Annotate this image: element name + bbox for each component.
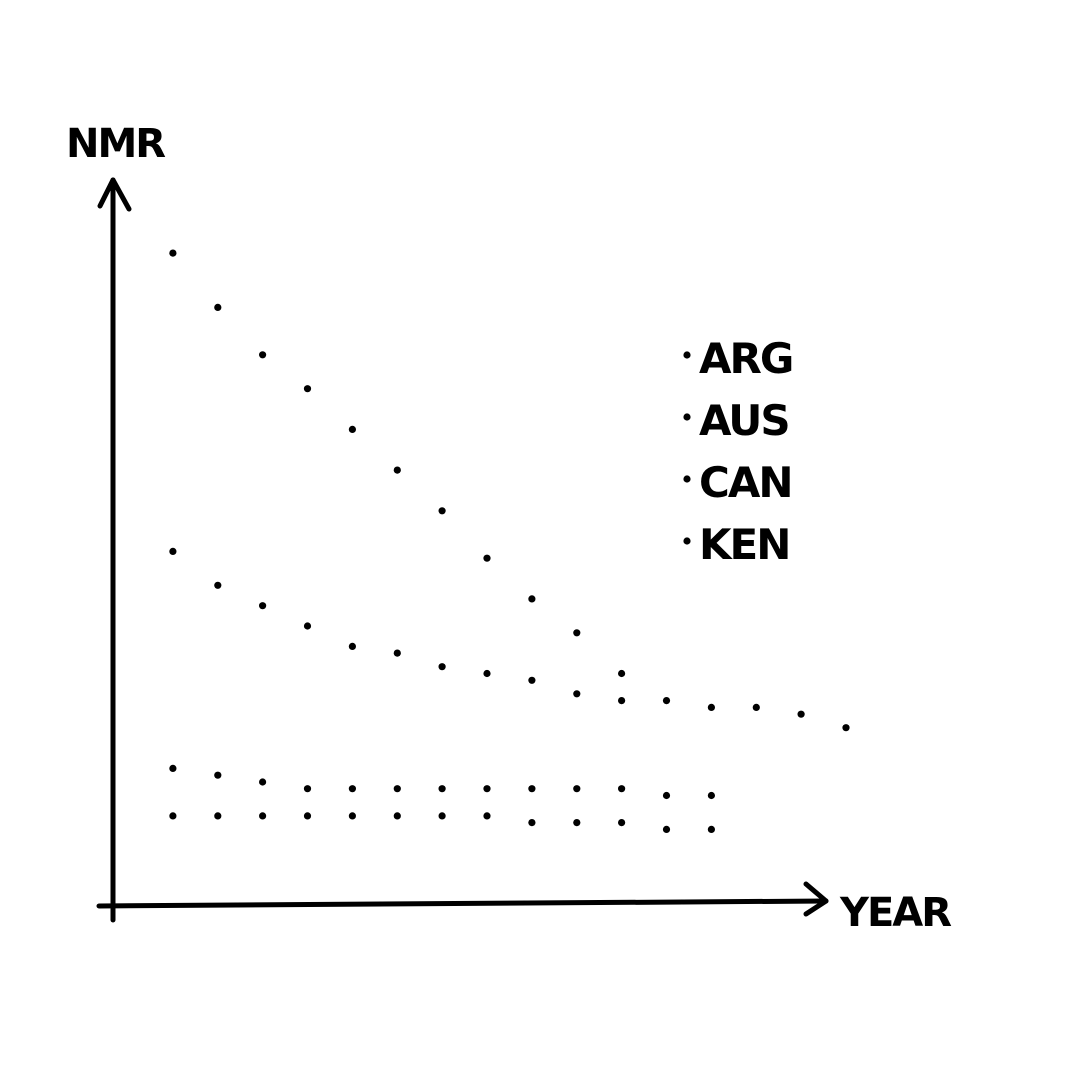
data-point-can bbox=[169, 764, 177, 773]
data-point-aus bbox=[842, 724, 850, 732]
data-point-can bbox=[259, 778, 267, 786]
data-point-ken bbox=[393, 812, 401, 820]
legend-marker-ken bbox=[683, 537, 691, 545]
x-axis-label: YEAR bbox=[839, 890, 951, 936]
data-point-aus bbox=[752, 703, 760, 712]
data-point-ken bbox=[348, 812, 356, 820]
data-point-ken bbox=[438, 812, 446, 820]
data-point-arg bbox=[348, 425, 356, 433]
legend-label-ken: KEN bbox=[699, 520, 789, 569]
legend: ARG AUS CAN KEN bbox=[683, 334, 794, 569]
data-point-ken bbox=[214, 812, 222, 820]
data-point-aus bbox=[662, 697, 671, 705]
data-point-ken bbox=[662, 825, 671, 834]
data-point-arg bbox=[528, 595, 536, 603]
legend-marker-aus bbox=[683, 413, 691, 421]
legend-marker-arg bbox=[683, 351, 691, 359]
x-axis-arrowhead bbox=[803, 881, 829, 917]
data-point-arg bbox=[573, 629, 581, 637]
data-point-aus bbox=[573, 690, 581, 698]
data-point-aus bbox=[214, 581, 222, 589]
data-point-arg bbox=[259, 351, 267, 359]
x-axis bbox=[96, 898, 829, 909]
data-point-ken bbox=[707, 825, 716, 834]
data-point-ken bbox=[259, 812, 267, 820]
data-point-can bbox=[393, 785, 401, 793]
data-point-can bbox=[573, 785, 581, 793]
y-axis-label: NMR bbox=[66, 121, 165, 167]
data-point-aus bbox=[618, 697, 626, 705]
data-point-arg bbox=[169, 249, 177, 257]
data-point-aus bbox=[797, 710, 805, 718]
data-point-aus bbox=[259, 602, 267, 610]
data-point-aus bbox=[528, 676, 536, 684]
data-point-aus bbox=[169, 547, 177, 556]
data-point-ken bbox=[528, 819, 536, 827]
data-point-arg bbox=[214, 303, 222, 311]
data-point-arg bbox=[438, 507, 446, 515]
data-point-can bbox=[214, 771, 222, 779]
legend-label-arg: ARG bbox=[699, 334, 792, 383]
data-point-can bbox=[707, 791, 716, 800]
data-point-arg bbox=[618, 669, 626, 678]
data-point-aus bbox=[438, 663, 446, 671]
legend-label-aus: AUS bbox=[699, 396, 789, 445]
data-point-arg bbox=[393, 466, 401, 474]
data-point-ken bbox=[573, 819, 581, 827]
data-point-aus bbox=[707, 703, 716, 712]
data-point-aus bbox=[348, 642, 356, 651]
data-point-ken bbox=[169, 812, 177, 820]
data-point-ken bbox=[303, 812, 312, 820]
data-point-can bbox=[438, 785, 446, 793]
data-point-can bbox=[618, 785, 626, 793]
legend-marker-can bbox=[683, 475, 691, 483]
data-point-aus bbox=[393, 649, 401, 657]
data-point-ken bbox=[618, 819, 626, 827]
data-point-can bbox=[662, 791, 671, 800]
data-point-arg bbox=[483, 554, 491, 562]
data-points bbox=[169, 249, 850, 834]
legend-label-can: CAN bbox=[699, 458, 791, 507]
data-point-aus bbox=[483, 669, 491, 678]
data-point-ken bbox=[483, 812, 491, 820]
data-point-aus bbox=[303, 622, 312, 630]
data-point-can bbox=[348, 785, 356, 793]
data-point-arg bbox=[303, 385, 312, 393]
data-point-can bbox=[483, 785, 491, 793]
data-point-can bbox=[303, 785, 312, 793]
data-point-can bbox=[528, 785, 536, 793]
y-axis-arrowhead bbox=[97, 177, 132, 212]
